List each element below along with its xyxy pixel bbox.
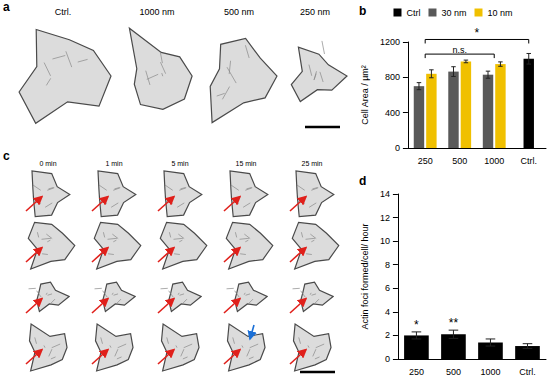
- svg-text:400: 400: [385, 108, 400, 118]
- svg-text:b: b: [359, 4, 366, 18]
- svg-text:250: 250: [418, 156, 433, 166]
- svg-text:c: c: [3, 149, 10, 163]
- svg-text:Ctrl: Ctrl: [406, 8, 420, 18]
- svg-text:1000: 1000: [480, 367, 500, 377]
- svg-text:500 nm: 500 nm: [224, 7, 254, 17]
- svg-text:a: a: [3, 0, 10, 14]
- svg-text:**: **: [449, 316, 459, 330]
- svg-text:10: 10: [380, 236, 390, 246]
- svg-text:d: d: [359, 174, 366, 188]
- svg-text:10 nm: 10 nm: [487, 8, 512, 18]
- svg-text:500: 500: [452, 156, 467, 166]
- svg-text:1000: 1000: [484, 156, 504, 166]
- svg-text:0: 0: [395, 143, 400, 153]
- svg-text:25 min: 25 min: [301, 160, 322, 167]
- svg-text:0: 0: [385, 354, 390, 364]
- svg-text:*: *: [414, 318, 419, 332]
- svg-text:Actin foci formed/cell/ hour: Actin foci formed/cell/ hour: [360, 223, 370, 329]
- svg-text:250: 250: [409, 367, 424, 377]
- svg-text:15 min: 15 min: [235, 160, 256, 167]
- svg-text:Ctrl.: Ctrl.: [519, 367, 536, 377]
- svg-text:6: 6: [385, 283, 390, 293]
- svg-text:1200: 1200: [380, 37, 400, 47]
- svg-text:2: 2: [385, 330, 390, 340]
- svg-text:30 nm: 30 nm: [441, 8, 466, 18]
- svg-text:5 min: 5 min: [171, 160, 188, 167]
- svg-text:4: 4: [385, 307, 390, 317]
- svg-text:n.s.: n.s.: [452, 45, 467, 55]
- svg-text:250 nm: 250 nm: [300, 7, 330, 17]
- svg-text:Cell Area / µm²: Cell Area / µm²: [360, 65, 370, 125]
- svg-text:Ctrl.: Ctrl.: [520, 156, 537, 166]
- svg-text:14: 14: [380, 189, 390, 199]
- svg-text:1000 nm: 1000 nm: [139, 7, 174, 17]
- svg-text:12: 12: [380, 213, 390, 223]
- svg-text:8: 8: [385, 260, 390, 270]
- svg-text:*: *: [475, 26, 480, 40]
- svg-text:Ctrl.: Ctrl.: [55, 7, 72, 17]
- svg-text:800: 800: [385, 72, 400, 82]
- svg-text:0 min: 0 min: [39, 160, 56, 167]
- svg-text:500: 500: [446, 367, 461, 377]
- svg-text:1 min: 1 min: [105, 160, 122, 167]
